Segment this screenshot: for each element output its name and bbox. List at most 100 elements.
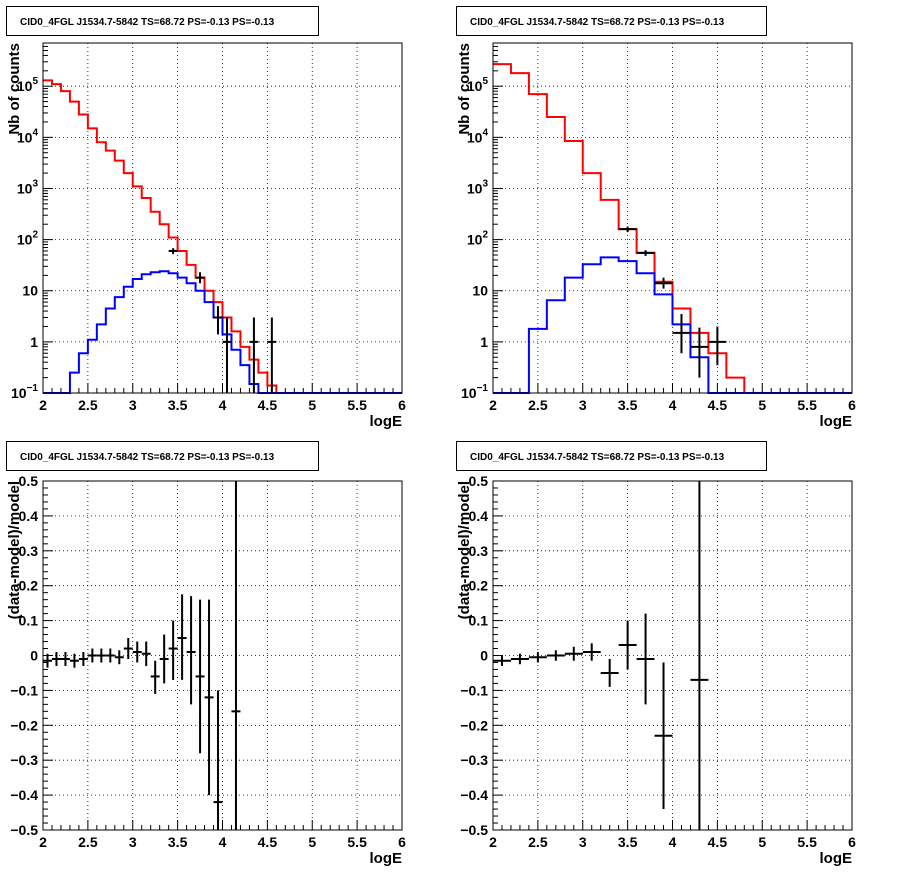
y-axis-label: (data-model)/model [6, 481, 23, 619]
y-tick-exponent: 3 [482, 178, 488, 189]
x-tick-label: 5.5 [347, 834, 367, 850]
y-tick-label: 0.1 [469, 613, 489, 629]
data-point [78, 652, 88, 666]
data-point [195, 599, 205, 754]
y-tick-label: −0.5 [10, 822, 38, 838]
x-tick-label: 2.5 [78, 834, 98, 850]
y-tick-exponent: 2 [32, 230, 38, 241]
data-point [43, 653, 52, 668]
data-point [168, 620, 178, 680]
data-point [195, 272, 205, 284]
source-model-histogram [43, 270, 402, 394]
data-point [564, 646, 583, 661]
x-tick-label: 6 [398, 834, 406, 850]
y-tick-label: −0.2 [460, 717, 488, 733]
data-point [114, 650, 124, 665]
y-tick-label: −0.1 [10, 682, 38, 698]
y-tick-label: 10 [472, 283, 488, 299]
x-axis-label: logE [370, 413, 403, 430]
y-tick-label: 103 [467, 178, 489, 196]
data-point [159, 634, 169, 684]
data-point [636, 250, 655, 256]
data-point [510, 653, 529, 665]
data-point [177, 594, 187, 680]
data-point [654, 277, 673, 289]
y-tick-exponent: 2 [482, 230, 488, 241]
y-tick-label: 10−1 [461, 383, 488, 401]
chart-title: CID0_4FGL J1534.7-5842 TS=68.72 PS=-0.13… [470, 452, 725, 463]
y-tick-label: 0.4 [19, 508, 39, 524]
x-tick-label: 4 [669, 834, 677, 850]
y-tick-label: −0.3 [10, 752, 38, 768]
data-point [51, 652, 61, 666]
x-tick-label: 6 [848, 834, 856, 850]
plot-panel-1: 2 2.5 3 3.5 4 4.5 5 5.5 610−1110102103104105logE… [6, 6, 406, 430]
x-tick-label: 5 [308, 397, 316, 413]
y-tick-label: 0.1 [19, 613, 39, 629]
y-tick-label: 102 [467, 230, 489, 248]
x-tick-label: 4 [669, 397, 677, 413]
data-point [213, 690, 223, 830]
y-tick-exponent: 5 [32, 76, 38, 87]
y-tick-label: 0.5 [19, 473, 39, 489]
x-tick-label: 3 [129, 834, 137, 850]
y-tick-label: 10−1 [11, 383, 38, 401]
data-point [204, 599, 214, 796]
data-point [600, 658, 619, 687]
x-tick-label: 2.5 [528, 397, 548, 413]
x-tick-label: 6 [398, 397, 406, 413]
x-tick-label: 5 [758, 834, 766, 850]
data-point [141, 641, 151, 666]
y-tick-label: 0.2 [469, 578, 489, 594]
y-tick-label: −0.5 [460, 822, 488, 838]
data-point [582, 643, 601, 661]
plot-panel-4: 2 2.5 3 3.5 4 4.5 5 5.5 6 −0.5 −0.4 −0.3 −0.2 −0.1 0 0.… [456, 441, 856, 867]
y-tick-label: −0.4 [10, 787, 38, 803]
x-axis-label: logE [820, 413, 853, 430]
x-tick-label: 3.5 [168, 834, 188, 850]
y-axis-label: (data-model)/model [456, 481, 473, 619]
y-tick-exponent: 5 [482, 76, 488, 87]
x-axis-label: logE [820, 850, 853, 867]
plot-frame [42, 42, 403, 394]
data-point [132, 641, 142, 663]
x-tick-label: 5.5 [797, 834, 817, 850]
y-axis-label: Nb of counts [6, 43, 23, 135]
x-axis-label: logE [370, 850, 403, 867]
chart-title: CID0_4FGL J1534.7-5842 TS=68.72 PS=-0.13… [470, 17, 725, 28]
plot-frame [42, 480, 403, 831]
plot-panel-3: 2 2.5 3 3.5 4 4.5 5 5.5 6 −0.5 −0.4 −0.3 −0.2 −0.1 0 0.… [6, 441, 406, 867]
y-tick-label: 10 [22, 283, 38, 299]
data-point [654, 662, 673, 810]
y-tick-label: 103 [17, 178, 39, 196]
data-point [618, 226, 637, 233]
x-tick-label: 2.5 [528, 834, 548, 850]
y-tick-label: 0.2 [19, 578, 39, 594]
data-point [267, 317, 277, 393]
x-tick-label: 4.5 [258, 834, 278, 850]
x-tick-label: 5 [308, 834, 316, 850]
data-point [249, 317, 259, 393]
y-tick-label: −0.1 [460, 682, 488, 698]
x-tick-label: 5.5 [347, 397, 367, 413]
y-tick-exponent: 4 [32, 127, 38, 138]
data-point [222, 317, 232, 393]
y-tick-label: −0.3 [460, 752, 488, 768]
title-box [6, 6, 319, 36]
x-tick-label: 3 [579, 834, 587, 850]
x-tick-label: 5 [758, 397, 766, 413]
data-point [213, 306, 223, 335]
data-point [87, 648, 97, 663]
y-tick-exponent: 4 [482, 127, 488, 138]
data-point [618, 620, 637, 670]
data-point [708, 326, 727, 366]
x-tick-label: 3 [579, 397, 587, 413]
data-point [690, 327, 709, 378]
x-tick-label: 6 [848, 397, 856, 413]
data-point [672, 314, 691, 354]
data-point [150, 660, 160, 694]
data-point [186, 596, 196, 705]
y-tick-label: 102 [17, 230, 39, 248]
data-point [96, 648, 106, 663]
